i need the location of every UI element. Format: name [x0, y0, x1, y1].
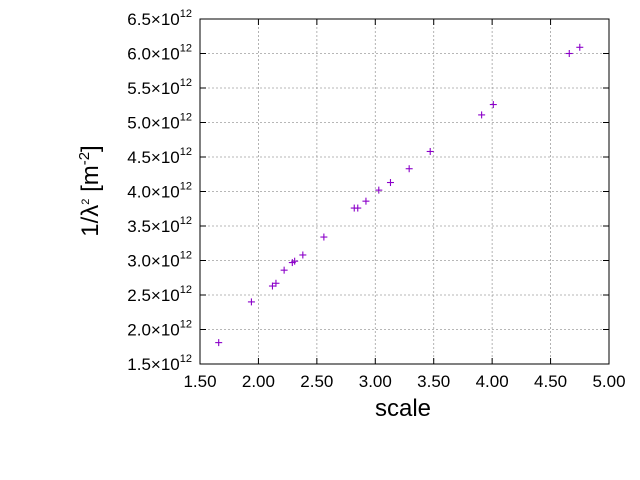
- x-tick-label: 4.50: [534, 372, 567, 391]
- data-point: [576, 43, 584, 51]
- x-tick-label: 3.50: [417, 372, 450, 391]
- data-point: [362, 197, 370, 205]
- axis-ticks: [199, 18, 610, 365]
- data-point: [299, 251, 307, 259]
- data-point: [268, 282, 276, 290]
- data-point: [375, 186, 383, 194]
- y-axis-label-unit-close: ]: [77, 145, 104, 152]
- x-tick-label: 1.50: [183, 372, 216, 391]
- y-axis-label-unit-open: [m: [77, 165, 104, 198]
- y-axis-label-base: 1/λ: [77, 205, 104, 237]
- x-tick-labels: 1.50 2.00 2.50 3.00 3.50 4.00 4.50 5.00: [183, 372, 625, 391]
- grid-lines: [200, 19, 609, 364]
- data-point: [405, 165, 413, 173]
- x-tick-label: 2.00: [242, 372, 275, 391]
- data-point: [291, 257, 299, 265]
- data-point: [280, 266, 288, 274]
- y-axis-label-exp1: 2: [80, 199, 92, 205]
- data-point: [215, 339, 223, 347]
- y-tick-label: 3.0×1012: [127, 250, 192, 271]
- data-point: [386, 179, 394, 187]
- data-points: [215, 43, 584, 347]
- y-tick-label: 2.0×1012: [127, 319, 192, 340]
- y-tick-label: 6.5×1012: [127, 8, 192, 29]
- y-tick-label: 1.5×1012: [127, 353, 192, 374]
- data-point: [247, 298, 255, 306]
- y-tick-label: 5.5×1012: [127, 77, 192, 98]
- data-point: [426, 147, 434, 155]
- y-tick-label: 4.0×1012: [127, 181, 192, 202]
- y-tick-label: 2.5×1012: [127, 284, 192, 305]
- x-tick-label: 3.00: [359, 372, 392, 391]
- y-tick-label: 6.0×1012: [127, 43, 192, 64]
- y-axis-label-exp2: -2: [76, 152, 93, 165]
- data-point: [489, 101, 497, 109]
- y-tick-label: 5.0×1012: [127, 112, 192, 133]
- y-axis-label: 1/λ2 [m-2]: [76, 145, 104, 236]
- y-tick-label: 4.5×1012: [127, 146, 192, 167]
- data-point: [272, 279, 280, 287]
- y-tick-label: 3.5×1012: [127, 215, 192, 236]
- x-tick-label: 5.00: [592, 372, 625, 391]
- x-tick-label: 2.50: [300, 372, 333, 391]
- x-tick-label: 4.00: [476, 372, 509, 391]
- data-point: [354, 204, 362, 212]
- y-tick-labels: 1.5×1012 2.0×1012 2.5×1012 3.0×1012 3.5×1012…: [127, 8, 192, 374]
- x-axis-label: scale: [375, 395, 431, 422]
- data-point: [320, 233, 328, 241]
- data-point: [478, 111, 486, 119]
- data-point: [565, 50, 573, 57]
